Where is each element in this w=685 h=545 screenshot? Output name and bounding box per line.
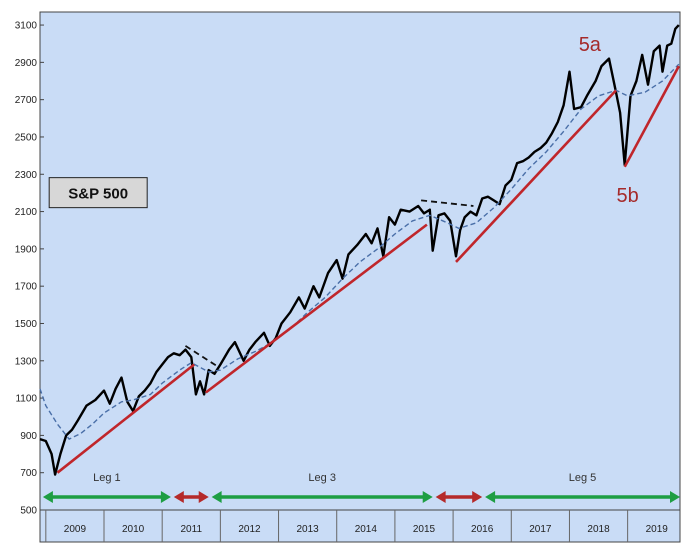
x-tick-label: 2019	[646, 524, 669, 535]
moving-average-line	[39, 63, 680, 440]
leg-arrow: Leg 3	[211, 472, 433, 503]
leg-arrow-head-right	[422, 491, 433, 503]
trendline-segment	[455, 89, 617, 263]
y-tick-label: 2500	[15, 132, 38, 143]
y-tick-label: 1900	[15, 244, 38, 255]
y-tick-label: 900	[20, 431, 37, 442]
resistance-segment	[420, 199, 474, 207]
x-tick-label: 2016	[471, 524, 494, 535]
leg-arrow-head-left	[435, 491, 446, 503]
x-tick-label: 2014	[355, 524, 378, 535]
legs-layer: Leg 1 Leg 3 Leg 5	[42, 472, 680, 503]
resistance-segment	[184, 345, 218, 368]
x-tick-label: 2011	[181, 524, 203, 535]
x-tick-label: 2017	[529, 524, 552, 535]
leg-arrow-head-right	[198, 491, 209, 503]
y-tick-label: 2900	[15, 58, 38, 69]
leg-arrow	[435, 491, 483, 503]
y-tick-label: 1500	[15, 319, 38, 330]
title-box-frame	[48, 177, 148, 209]
x-axis: 2009 2010 2011 2012 2013 2014 2015 2016 2017 2018…	[45, 510, 669, 542]
y-tick-label: 700	[20, 468, 37, 479]
leg-arrow-head-right	[670, 491, 680, 503]
y-tick-label: 2300	[15, 170, 38, 181]
leg-arrow: Leg 5	[485, 472, 680, 503]
wave-label: 5a	[579, 34, 602, 56]
leg-arrow-head-left	[173, 491, 184, 503]
trendline-segment	[205, 223, 428, 394]
trendline-segment	[623, 65, 680, 168]
leg-arrow: Leg 1	[42, 472, 171, 503]
plot-area	[39, 11, 681, 511]
x-tick-label: 2012	[238, 524, 261, 535]
leg-label: Leg 1	[93, 472, 121, 484]
leg-arrow-head-left	[42, 491, 53, 503]
leg-arrow-head-right	[472, 491, 483, 503]
y-tick-label: 1700	[15, 282, 38, 293]
title-box: S&P 500	[48, 177, 148, 209]
x-tick-label: 2018	[587, 524, 610, 535]
y-tick-label: 1100	[15, 394, 37, 405]
leg-arrow	[173, 491, 209, 503]
x-tick-label: 2013	[297, 524, 320, 535]
chart-title: S&P 500	[68, 186, 128, 203]
wave-label: 5b	[617, 185, 639, 207]
leg-arrow-head-left	[211, 491, 222, 503]
series-layer	[39, 24, 680, 476]
leg-label: Leg 3	[308, 472, 336, 484]
y-tick-label: 2700	[15, 95, 38, 106]
trendline-segment	[56, 363, 195, 474]
annotation-layer: 5a 5b	[579, 34, 639, 207]
leg-label: Leg 5	[569, 472, 597, 484]
leg-arrow-head-left	[485, 491, 496, 503]
y-tick-label: 2100	[15, 207, 38, 218]
leg-arrow-head-right	[160, 491, 171, 503]
x-axis-strip	[39, 509, 681, 543]
x-tick-label: 2010	[122, 524, 145, 535]
index-line	[39, 24, 680, 476]
y-tick-label: 1300	[15, 356, 38, 367]
y-axis: 500 700 900 1100 1300 1500 1700 1900 2100 2300 250…	[15, 21, 44, 517]
x-tick-label: 2009	[64, 524, 87, 535]
y-tick-label: 500	[20, 506, 37, 517]
x-tick-label: 2015	[413, 524, 436, 535]
y-tick-label: 3100	[15, 21, 38, 32]
